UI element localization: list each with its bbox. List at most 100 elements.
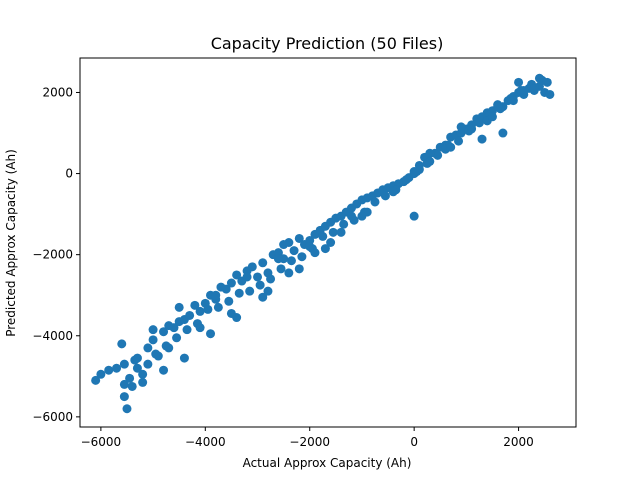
data-point bbox=[508, 96, 518, 106]
data-point bbox=[320, 244, 330, 254]
x-axis-ticks: −6000 −4000 −2000 0 2000 bbox=[81, 427, 534, 449]
data-point bbox=[297, 252, 307, 262]
data-point bbox=[143, 343, 153, 353]
data-point bbox=[266, 274, 276, 284]
data-point bbox=[493, 102, 503, 112]
data-point bbox=[529, 83, 539, 93]
y-axis-label: Predicted Approx Capacity (Ah) bbox=[4, 149, 18, 337]
data-point bbox=[127, 381, 137, 391]
chart-title: Capacity Prediction (50 Files) bbox=[211, 34, 444, 53]
data-point bbox=[289, 246, 299, 256]
data-point bbox=[305, 242, 315, 252]
data-point bbox=[185, 310, 195, 320]
data-point bbox=[234, 288, 244, 298]
data-point bbox=[467, 124, 477, 134]
data-point bbox=[409, 211, 419, 221]
data-point bbox=[409, 167, 419, 177]
data-point bbox=[195, 323, 205, 333]
data-point bbox=[182, 325, 192, 335]
data-point bbox=[339, 219, 349, 229]
data-point bbox=[328, 227, 338, 237]
data-points bbox=[91, 73, 555, 414]
data-point bbox=[224, 296, 234, 306]
y-axis-ticks: −6000 −4000 −2000 0 2000 bbox=[32, 85, 80, 424]
data-point bbox=[378, 187, 388, 197]
data-point bbox=[326, 238, 336, 247]
data-point bbox=[179, 353, 189, 363]
data-point bbox=[232, 270, 242, 280]
data-point bbox=[143, 359, 153, 369]
data-point bbox=[294, 264, 304, 274]
y-tick-label: −2000 bbox=[32, 248, 73, 262]
data-point bbox=[542, 77, 552, 87]
data-point bbox=[474, 118, 484, 128]
data-point bbox=[221, 284, 231, 294]
data-point bbox=[148, 335, 158, 345]
data-point bbox=[159, 327, 169, 337]
data-point bbox=[213, 302, 223, 312]
y-tick-label: 2000 bbox=[42, 85, 73, 99]
data-point bbox=[96, 369, 106, 379]
data-point bbox=[310, 248, 320, 258]
data-point bbox=[446, 142, 456, 152]
data-point bbox=[91, 375, 101, 385]
data-point bbox=[112, 363, 122, 373]
data-point bbox=[226, 308, 236, 318]
data-point bbox=[122, 404, 132, 414]
data-point bbox=[346, 211, 356, 221]
data-point bbox=[211, 290, 221, 300]
y-tick-label: 0 bbox=[65, 167, 73, 181]
data-point bbox=[263, 286, 273, 296]
data-point bbox=[433, 150, 443, 160]
data-point bbox=[104, 365, 114, 375]
data-point bbox=[117, 339, 127, 349]
data-point bbox=[401, 175, 411, 185]
data-point bbox=[534, 73, 544, 83]
data-point bbox=[226, 278, 236, 288]
data-point bbox=[245, 286, 255, 296]
data-point bbox=[255, 280, 265, 290]
data-point bbox=[425, 148, 435, 158]
data-point bbox=[195, 306, 205, 316]
data-point bbox=[477, 134, 487, 144]
data-point bbox=[247, 262, 257, 272]
data-point bbox=[258, 258, 268, 268]
data-point bbox=[119, 379, 129, 389]
data-point bbox=[151, 349, 161, 359]
data-point bbox=[206, 329, 216, 339]
data-point bbox=[357, 211, 367, 221]
data-point bbox=[273, 254, 283, 264]
y-tick-label: −6000 bbox=[32, 410, 73, 424]
data-point bbox=[138, 377, 148, 387]
data-point bbox=[456, 122, 466, 132]
data-point bbox=[286, 256, 296, 266]
data-point bbox=[253, 272, 263, 282]
data-point bbox=[258, 292, 268, 302]
data-point bbox=[190, 300, 200, 310]
data-point bbox=[138, 369, 148, 379]
data-point bbox=[276, 264, 286, 274]
data-point bbox=[164, 343, 174, 353]
x-tick-label: −2000 bbox=[289, 435, 330, 449]
data-point bbox=[119, 359, 129, 369]
x-axis-label: Actual Approx Capacity (Ah) bbox=[243, 456, 412, 470]
data-point bbox=[545, 89, 555, 99]
data-point bbox=[172, 333, 182, 343]
data-point bbox=[422, 158, 432, 168]
data-point bbox=[242, 272, 252, 282]
y-tick-label: −4000 bbox=[32, 329, 73, 343]
data-point bbox=[279, 240, 289, 250]
x-tick-label: 0 bbox=[410, 435, 418, 449]
data-point bbox=[148, 325, 158, 335]
x-tick-label: −4000 bbox=[185, 435, 226, 449]
data-point bbox=[498, 128, 508, 138]
data-point bbox=[169, 323, 179, 333]
data-point bbox=[454, 136, 464, 146]
data-point bbox=[132, 353, 142, 363]
x-tick-label: 2000 bbox=[503, 435, 534, 449]
data-point bbox=[203, 304, 213, 314]
data-point bbox=[514, 77, 524, 87]
data-point bbox=[284, 268, 294, 278]
